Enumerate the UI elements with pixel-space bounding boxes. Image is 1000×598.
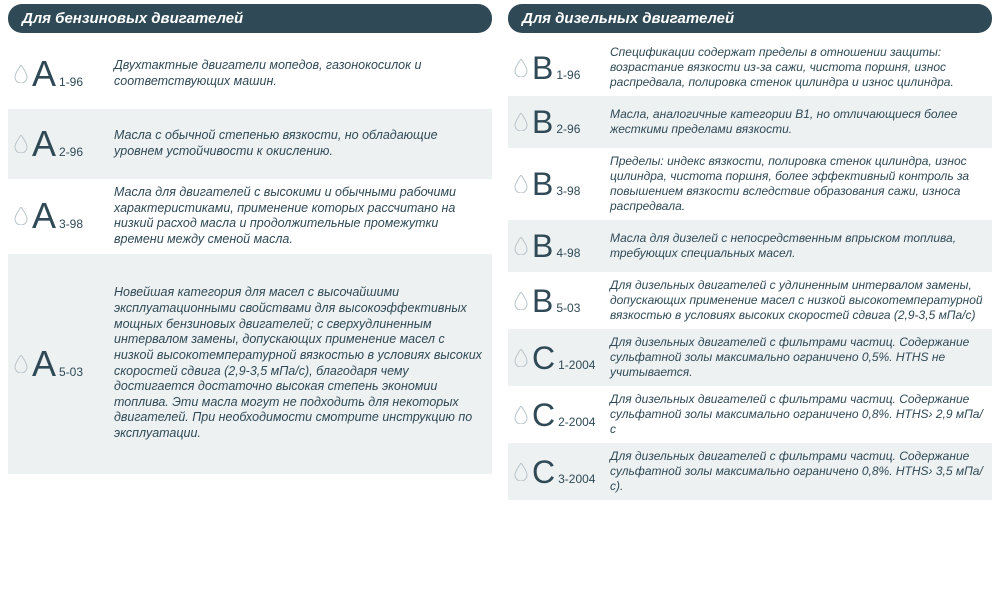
entry-row: C 3-2004 Для дизельных двигателей с филь… [508, 443, 992, 500]
entry-row: B 4-98 Масла для дизелей с непосредствен… [508, 220, 992, 272]
code-letter: C [532, 342, 555, 374]
entry-row: A 3-98 Масла для двигателей с высокими и… [8, 179, 492, 254]
drop-icon [514, 113, 528, 131]
code-letter: A [32, 56, 56, 92]
doc-root: Для бензиновых двигателей A 1-96 Двухтак… [0, 0, 1000, 504]
code-cell: B 1-96 [508, 52, 610, 84]
code-cell: A 2-96 [8, 126, 114, 162]
drop-icon [14, 65, 28, 83]
entry-desc: Пределы: индекс вязкости, полировка стен… [610, 152, 992, 216]
entry-row: C 1-2004 Для дизельных двигателей с филь… [508, 329, 992, 386]
code-letter: A [32, 126, 56, 162]
entry-row: A 2-96 Масла с обычной степенью вязкости… [8, 109, 492, 179]
code-cell: C 1-2004 [508, 342, 610, 374]
code-suffix: 3-98 [556, 184, 580, 198]
entry-desc: Для дизельных двигателей с фильтрами час… [610, 447, 992, 496]
code-suffix: 5-03 [556, 301, 580, 315]
entry-desc: Для дизельных двигателей с фильтрами час… [610, 390, 992, 439]
drop-icon [514, 175, 528, 193]
code-suffix: 3-2004 [558, 472, 595, 486]
entry-row: A 5-03 Новейшая категория для масел с вы… [8, 254, 492, 474]
drop-icon [14, 207, 28, 225]
code-letter: B [532, 285, 553, 317]
entry-desc: Масла для двигателей с высокими и обычны… [114, 183, 492, 250]
code-letter: B [532, 52, 553, 84]
code-letter: B [532, 168, 553, 200]
entry-row: B 3-98 Пределы: индекс вязкости, полиров… [508, 148, 992, 220]
drop-icon [14, 135, 28, 153]
drop-icon [514, 349, 528, 367]
left-header: Для бензиновых двигателей [8, 4, 492, 33]
code-letter: A [32, 346, 56, 382]
entry-desc: Спецификации содержат пределы в отношени… [610, 43, 992, 92]
code-suffix: 3-98 [59, 217, 83, 231]
code-letter: B [532, 230, 553, 262]
code-cell: A 5-03 [8, 346, 114, 382]
code-cell: C 2-2004 [508, 399, 610, 431]
entry-desc: Двухтактные двигатели мопедов, газонокос… [114, 56, 492, 91]
code-letter: C [532, 399, 555, 431]
drop-icon [14, 355, 28, 373]
drop-icon [514, 406, 528, 424]
entry-row: A 1-96 Двухтактные двигатели мопедов, га… [8, 39, 492, 109]
entry-desc: Для дизельных двигателей с удлиненным ин… [610, 276, 992, 325]
entry-desc: Масла, аналогичные категории B1, но отли… [610, 105, 992, 139]
code-letter: C [532, 456, 555, 488]
code-cell: B 3-98 [508, 168, 610, 200]
code-letter: A [32, 198, 56, 234]
code-suffix: 5-03 [59, 365, 83, 379]
code-cell: B 2-96 [508, 106, 610, 138]
code-suffix: 1-96 [59, 75, 83, 89]
entry-desc: Масла с обычной степенью вязкости, но об… [114, 126, 492, 161]
drop-icon [514, 237, 528, 255]
code-letter: B [532, 106, 553, 138]
code-suffix: 2-2004 [558, 415, 595, 429]
drop-icon [514, 463, 528, 481]
code-suffix: 4-98 [556, 246, 580, 260]
right-column: Для дизельных двигателей B 1-96 Специфик… [508, 4, 992, 500]
code-suffix: 1-96 [556, 68, 580, 82]
left-column: Для бензиновых двигателей A 1-96 Двухтак… [8, 4, 492, 500]
code-cell: A 1-96 [8, 56, 114, 92]
entry-row: B 5-03 Для дизельных двигателей с удлине… [508, 272, 992, 329]
code-suffix: 2-96 [59, 145, 83, 159]
entry-desc: Масла для дизелей с непосредственным впр… [610, 229, 992, 263]
drop-icon [514, 292, 528, 310]
entry-desc: Новейшая категория для масел с высочайши… [114, 283, 492, 443]
code-suffix: 2-96 [556, 122, 580, 136]
code-cell: B 5-03 [508, 285, 610, 317]
code-cell: B 4-98 [508, 230, 610, 262]
entry-row: C 2-2004 Для дизельных двигателей с филь… [508, 386, 992, 443]
entry-row: B 1-96 Спецификации содержат пределы в о… [508, 39, 992, 96]
drop-icon [514, 59, 528, 77]
entry-row: B 2-96 Масла, аналогичные категории B1, … [508, 96, 992, 148]
right-header: Для дизельных двигателей [508, 4, 992, 33]
entry-desc: Для дизельных двигателей с фильтрами час… [610, 333, 992, 382]
code-cell: C 3-2004 [508, 456, 610, 488]
code-cell: A 3-98 [8, 198, 114, 234]
code-suffix: 1-2004 [558, 358, 595, 372]
